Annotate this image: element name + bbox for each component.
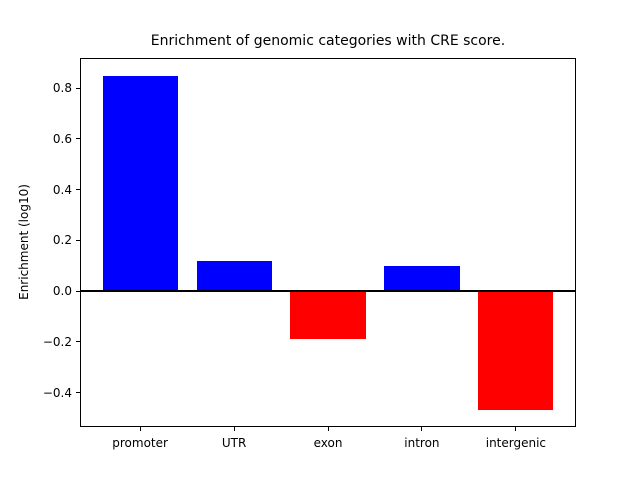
x-tick-mark: [327, 427, 329, 431]
zero-line: [80, 290, 576, 293]
bar-intergenic: [478, 291, 554, 411]
y-tick-label: 0.4: [52, 182, 72, 197]
y-tick-mark: [76, 392, 80, 393]
x-tick-label-UTR: UTR: [221, 436, 247, 450]
y-tick-label: 0.2: [52, 233, 72, 248]
y-tick-label: 0.0: [52, 284, 72, 299]
x-tick-label-intergenic: intergenic: [485, 436, 547, 450]
bar-promoter: [102, 75, 178, 292]
x-tick-mark: [139, 427, 141, 431]
y-tick-mark: [76, 239, 80, 241]
x-tick-label-promoter: promoter: [112, 436, 168, 450]
y-tick-mark: [76, 138, 80, 140]
y-tick-mark: [76, 189, 80, 191]
bar-UTR: [196, 260, 272, 291]
x-tick-mark: [233, 427, 235, 431]
y-tick-mark: [76, 87, 80, 89]
y-axis-label: Enrichment (log10): [17, 184, 31, 300]
y-tick-label: 0.8: [52, 81, 72, 96]
x-tick-mark: [515, 427, 517, 431]
x-tick-mark: [421, 427, 423, 431]
bar-exon: [290, 291, 366, 340]
y-tick-mark: [76, 290, 80, 292]
y-tick-mark: [76, 341, 80, 343]
y-tick-label: −0.2: [42, 334, 72, 349]
bar-intron: [384, 265, 460, 292]
y-tick-label: 0.6: [52, 131, 72, 146]
y-tick-label: −0.4: [42, 385, 72, 400]
x-tick-label-exon: exon: [313, 436, 343, 450]
x-tick-label-intron: intron: [404, 436, 440, 450]
chart-title: Enrichment of genomic categories with CR…: [150, 33, 506, 49]
